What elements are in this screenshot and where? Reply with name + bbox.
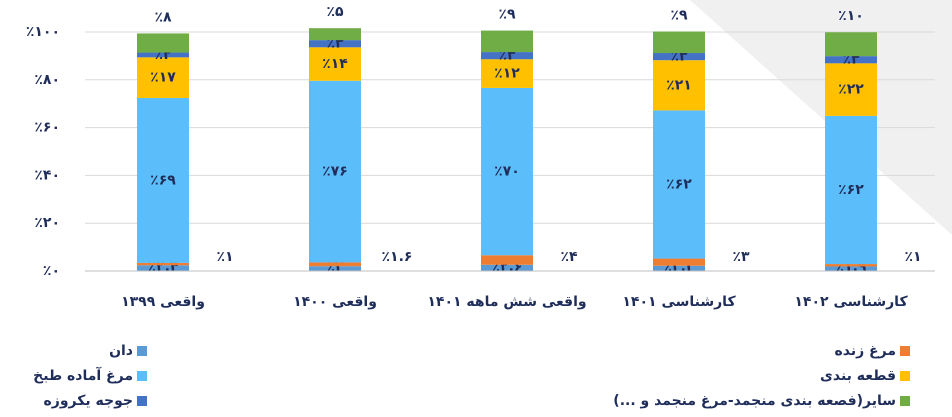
data-label: ٪۱۷: [150, 70, 176, 86]
legend-label: مرغ زنده: [835, 343, 896, 359]
bar-segment: [137, 52, 189, 58]
bar-segment: [137, 262, 189, 266]
bar-segment: [481, 264, 533, 271]
x-tick-label: کارشناسی ۱۴۰۱: [622, 294, 736, 310]
bar-segment: [825, 264, 877, 267]
y-tick-label: ٪۶۰: [34, 120, 60, 136]
data-label: ٪۹: [670, 8, 688, 24]
bar-segment: [825, 266, 877, 271]
legend-swatch: [900, 371, 910, 381]
bar-segment: [481, 30, 533, 53]
legend-label: قطعه بندی: [820, 368, 896, 384]
bar-segment: [653, 258, 705, 266]
bar-segment: [309, 80, 361, 263]
bar-segment: [481, 87, 533, 256]
bar-segment: [137, 97, 189, 263]
data-label: ٪۶۲: [666, 176, 692, 192]
bar-segment: [825, 115, 877, 265]
bar-segment: [481, 52, 533, 60]
data-label: ٪۱۴: [322, 56, 348, 72]
x-tick-label: واقعی ۱۳۹۹: [121, 294, 205, 310]
data-label: ٪۱.۶: [382, 249, 413, 265]
y-tick-label: ٪۸۰: [34, 72, 60, 88]
legend-swatch: [900, 396, 910, 406]
bar-segment: [653, 265, 705, 271]
legend-label: دان: [109, 343, 133, 359]
data-label: ٪۴: [560, 249, 578, 265]
bar-segment: [825, 32, 877, 57]
y-tick-label: ٪۴۰: [34, 167, 60, 183]
legend-swatch: [137, 346, 147, 356]
bar-segment: [309, 266, 361, 271]
data-label: ٪۱: [904, 249, 921, 265]
y-tick-label: ٪۲۰: [34, 215, 60, 231]
bar-segment: [137, 57, 189, 98]
data-label: ٪۳: [732, 249, 750, 265]
data-label: ٪۱: [216, 249, 233, 265]
y-tick-label: ٪۰: [43, 263, 60, 279]
x-tick-label: کارشناسی ۱۴۰۲: [794, 294, 908, 310]
bar-segment: [309, 262, 361, 267]
legend-swatch: [137, 371, 147, 381]
legend-swatch: [900, 346, 910, 356]
data-label: ٪۲۲: [838, 82, 864, 98]
bar-segment: [137, 33, 189, 53]
y-tick-label: ٪۱۰۰: [26, 24, 60, 40]
bar-segment: [825, 56, 877, 64]
bar-segment: [309, 28, 361, 41]
bar-segment: [137, 265, 189, 271]
data-label: ٪۱۲: [494, 66, 520, 82]
legend-label: مرغ آماده طبخ: [33, 366, 133, 384]
bar-segment: [653, 60, 705, 111]
bar-segment: [309, 40, 361, 48]
bar-segment: [481, 255, 533, 265]
bar-segment: [481, 59, 533, 88]
data-label: ٪۷۰: [494, 164, 520, 180]
x-tick-label: واقعی شش ماهه ۱۴۰۱: [427, 294, 586, 310]
bar-segment: [653, 110, 705, 259]
legend-label: سایر(فصعه بندی منجمد-مرغ منجمد و ...): [613, 393, 896, 409]
bar-segment: [825, 63, 877, 116]
background-shape: [690, 0, 952, 235]
data-label: ٪۶۲: [838, 182, 864, 198]
data-label: ٪۶۹: [150, 172, 176, 188]
data-label: ٪۲۱: [666, 77, 692, 93]
data-label: ٪۱۰: [838, 8, 864, 24]
bar-segment: [653, 53, 705, 61]
bar-segment: [309, 47, 361, 81]
legend-swatch: [137, 396, 147, 406]
data-label: ٪۸: [154, 9, 172, 25]
bar-segment: [653, 31, 705, 54]
x-tick-label: واقعی ۱۴۰۰: [293, 294, 377, 310]
legend-label: جوجه یکروزه: [44, 393, 133, 409]
data-label: ٪۷۶: [322, 164, 348, 180]
data-label: ٪۹: [498, 7, 516, 23]
data-label: ٪۵: [326, 4, 344, 20]
